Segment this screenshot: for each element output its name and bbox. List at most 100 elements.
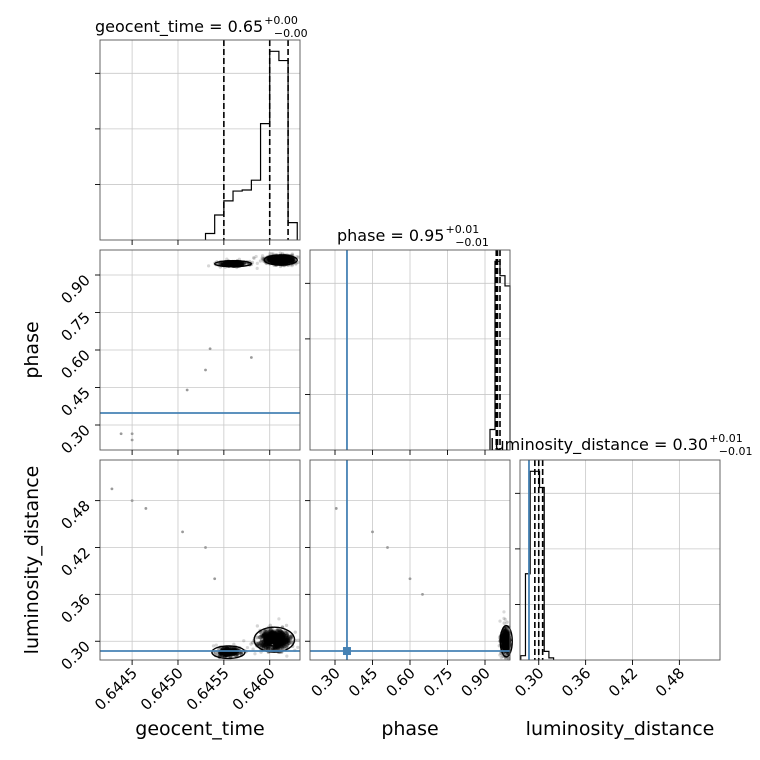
density-point <box>283 630 288 635</box>
density-point <box>285 635 290 641</box>
density-point <box>274 628 280 633</box>
density-point <box>285 638 291 644</box>
stray-point-geocent_time_vs_phase-5 <box>208 347 212 351</box>
density-point <box>254 635 259 640</box>
xtick-label-luminosity_distance-3: 0.48 <box>652 664 688 700</box>
ytick-label-luminosity_distance-2: 0.42 <box>57 544 93 580</box>
density-point <box>250 640 255 645</box>
density-point <box>296 255 301 259</box>
density-point <box>503 651 508 656</box>
xtick-label-luminosity_distance-2: 0.42 <box>605 664 641 700</box>
density-point <box>258 640 263 646</box>
density-point <box>289 634 294 639</box>
ytick-label-phase-1: 0.45 <box>57 384 93 420</box>
density-point <box>284 631 289 636</box>
density-point <box>284 634 290 639</box>
stray-point-geocent_time_vs_phase-1 <box>130 438 134 442</box>
density-point <box>265 629 270 634</box>
density-point <box>256 641 261 646</box>
density-point <box>267 629 272 634</box>
density-point <box>286 638 291 644</box>
density-point <box>251 647 255 651</box>
ytick-label-luminosity_distance-3: 0.48 <box>57 497 93 533</box>
density-point <box>263 645 268 651</box>
density-point <box>206 264 211 268</box>
contour-geocent_time_vs_luminosity_distance-1-1 <box>211 645 246 660</box>
density-point <box>266 257 271 262</box>
stray-point-geocent_time_vs_luminosity_distance-2 <box>144 507 148 510</box>
density-point <box>502 621 506 625</box>
contour-geocent_time_vs_luminosity_distance-0-0 <box>263 632 286 647</box>
density-point <box>288 636 293 641</box>
xtick-label-luminosity_distance-0: 0.30 <box>511 664 547 700</box>
density-point <box>268 252 272 256</box>
ytick-label-phase-2: 0.60 <box>57 346 93 382</box>
stray-point-geocent_time_vs_luminosity_distance-4 <box>204 546 207 549</box>
ytick-label-phase-0: 0.30 <box>57 421 93 457</box>
density-point <box>505 626 510 631</box>
title-luminosity-distance: luminosity_distance = 0.30+0.01 −0.01 <box>490 432 753 458</box>
density-point <box>256 641 261 646</box>
density-point <box>249 642 253 646</box>
density-point <box>287 637 292 643</box>
density-point <box>288 634 293 639</box>
density-point <box>284 644 289 649</box>
xlabel-geocent-time: geocent_time <box>135 718 264 740</box>
ytick-label-phase-3: 0.75 <box>57 309 93 345</box>
density-point <box>239 651 244 656</box>
density-point <box>255 261 259 266</box>
density-point <box>264 646 269 651</box>
density-point <box>261 646 266 651</box>
contour-geocent_time_vs_luminosity_distance-1-0 <box>219 648 238 657</box>
density-point <box>268 623 272 628</box>
density-point <box>502 616 506 620</box>
density-point <box>254 254 258 259</box>
stray-point-phase_vs_luminosity_distance-4 <box>421 592 424 596</box>
density-point <box>284 623 289 628</box>
density-point <box>284 635 290 641</box>
density-point <box>505 628 510 633</box>
density-point <box>502 628 507 634</box>
ytick-label-phase-4: 0.90 <box>57 271 93 307</box>
density-point <box>293 630 297 634</box>
density-point <box>290 263 294 268</box>
density-point <box>290 252 294 256</box>
density-point <box>260 254 265 258</box>
stray-point-geocent_time_vs_luminosity_distance-0 <box>110 487 114 491</box>
density-point <box>266 256 271 262</box>
xlabel-luminosity-distance: luminosity_distance <box>526 718 715 740</box>
density-point <box>288 635 293 640</box>
density-point <box>296 638 300 643</box>
stray-point-geocent_time_vs_phase-0 <box>119 432 123 436</box>
ytick-label-luminosity_distance-1: 0.36 <box>57 590 93 626</box>
density-point <box>506 657 511 661</box>
ylabel-luminosity-distance: luminosity_distance <box>21 466 43 655</box>
stray-point-geocent_time_vs_luminosity_distance-3 <box>181 530 184 534</box>
density-point <box>267 259 272 264</box>
density-point <box>499 655 503 660</box>
density-point <box>225 257 229 261</box>
density-point <box>278 629 284 634</box>
density-point <box>277 617 281 621</box>
xtick-label-phase-2: 0.60 <box>382 664 418 700</box>
density-point <box>265 646 270 651</box>
density-point <box>291 257 296 262</box>
density-point <box>258 634 263 640</box>
density-point <box>286 640 291 645</box>
density-point <box>262 629 268 634</box>
panel-frame-geocent_time-vs-luminosity_distance <box>99 459 301 661</box>
density-point <box>260 256 264 260</box>
xlabel-phase: phase <box>381 718 438 740</box>
density-point <box>292 257 297 262</box>
density-point <box>257 635 262 640</box>
stray-point-phase_vs_luminosity_distance-0 <box>334 507 338 510</box>
density-point <box>290 257 296 262</box>
ytick-label-luminosity_distance-0: 0.30 <box>57 637 93 673</box>
density-point <box>296 645 300 650</box>
contour-geocent_time_vs_phase-0-0 <box>271 256 290 264</box>
density-point <box>280 645 285 650</box>
stray-point-phase_vs_luminosity_distance-3 <box>408 577 412 581</box>
density-point <box>270 252 274 256</box>
xtick-label-phase-1: 0.45 <box>345 664 381 700</box>
density-point <box>214 643 218 647</box>
